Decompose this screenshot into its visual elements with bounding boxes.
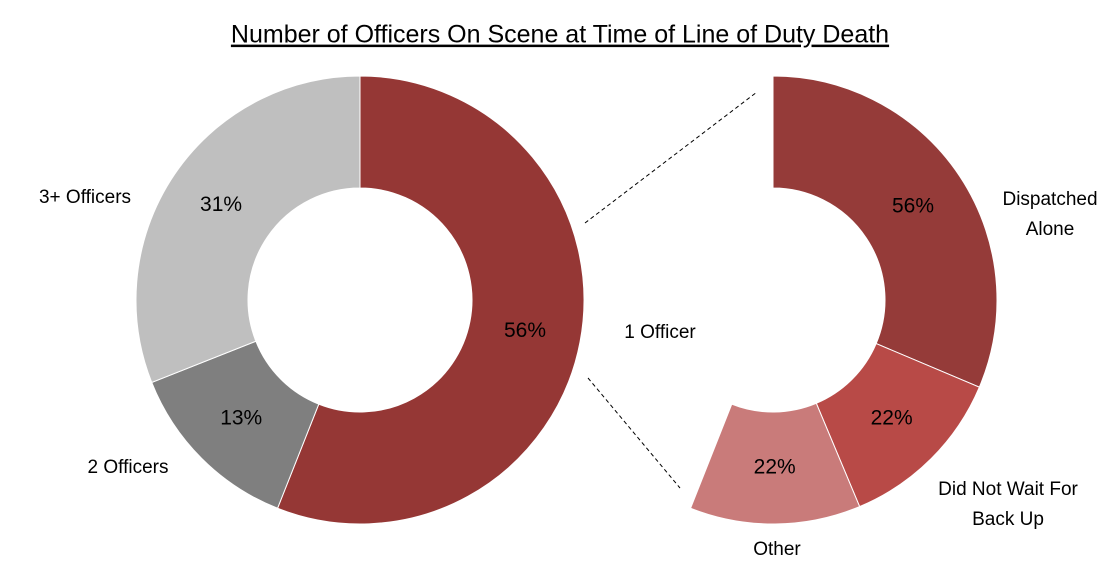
connector-line xyxy=(587,377,681,489)
category-label: Dispatched Alone xyxy=(1002,189,1098,240)
donut-slice xyxy=(772,75,998,388)
chart-title: Number of Officers On Scene at Time of L… xyxy=(231,21,889,49)
category-label: 1 Officer xyxy=(624,322,696,343)
connector-line xyxy=(584,91,758,224)
category-label: 3+ Officers xyxy=(38,187,132,208)
category-label: 2 Officers xyxy=(87,457,169,478)
value-label: 22% xyxy=(754,456,796,479)
category-label: Did Not Wait For Back Up xyxy=(938,479,1078,530)
value-label: 56% xyxy=(892,195,934,218)
donut-slice xyxy=(135,75,361,384)
value-label: 31% xyxy=(200,193,242,216)
value-label: 22% xyxy=(871,406,913,429)
value-label: 56% xyxy=(504,319,546,342)
category-label: Other xyxy=(753,539,801,560)
donut-slice xyxy=(689,402,861,525)
donut-slice xyxy=(276,75,585,525)
value-label: 13% xyxy=(220,406,262,429)
